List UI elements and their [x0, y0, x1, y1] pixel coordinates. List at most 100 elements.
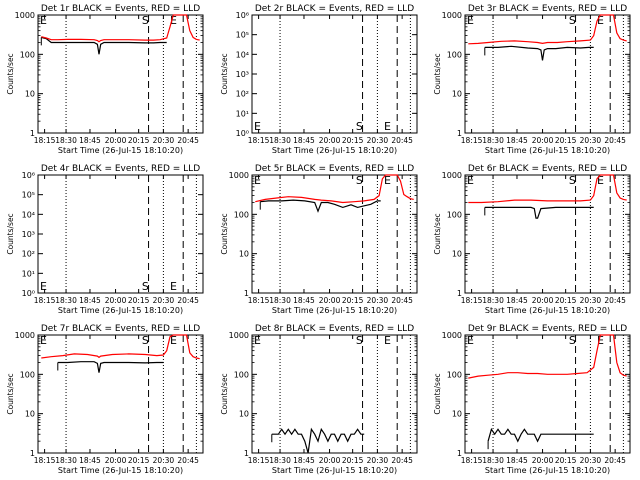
x-axis-label: Start Time (26-Jul-15 18:10:20) [58, 466, 183, 475]
events-series-line [57, 361, 164, 373]
x-tick-label: 20:30 [580, 136, 602, 145]
y-axis-label: Counts/sec [6, 213, 15, 254]
lld-series-line [41, 334, 200, 360]
y-tick-label: 100 [447, 50, 462, 59]
y-tick-label: 10⁴ [236, 50, 249, 59]
axes-frame [464, 334, 631, 454]
left-edge-marker-label: E [254, 120, 261, 133]
y-tick-label: 1000 [442, 331, 462, 340]
x-tick-label: 20:00 [105, 296, 127, 305]
x-tick-label: 18:45 [79, 456, 101, 465]
x-tick-label: 20:00 [532, 456, 554, 465]
x-tick-label: 18:45 [293, 456, 315, 465]
end-marker-label: E [597, 14, 604, 27]
x-tick-label: 18:30 [482, 136, 504, 145]
left-edge-marker-label: E [467, 14, 474, 27]
y-tick-label: 10 [25, 410, 35, 419]
y-axis-label: Counts/sec [6, 53, 15, 94]
x-tick-label: 20:15 [555, 136, 577, 145]
left-edge-marker-label: E [40, 334, 47, 347]
end-marker-label: E [384, 334, 391, 347]
detector-panel-6: Det 6r BLACK = Events, RED = LLD 1000 100 1… [433, 164, 631, 315]
x-tick-label: 20:15 [128, 456, 150, 465]
events-series-line [487, 427, 594, 443]
panel-title: Det 3r BLACK = Events, RED = LLD [468, 4, 627, 14]
left-edge-marker-label: E [254, 334, 261, 347]
y-tick-label: 10⁶ [236, 11, 249, 20]
x-tick-label: 18:45 [79, 296, 101, 305]
events-series-line [41, 36, 167, 55]
x-tick-label: 20:30 [153, 456, 175, 465]
left-edge-marker-label: E [467, 334, 474, 347]
detector-panel-2: Det 2r BLACK = Events, RED = LLD 10⁶ 10⁵ 10… [220, 4, 418, 155]
panel-title: Det 8r BLACK = Events, RED = LLD [255, 324, 414, 334]
y-tick-label: 10³ [236, 70, 249, 79]
detector-panel-3: Det 3r BLACK = Events, RED = LLD 1000 100 1… [433, 4, 631, 155]
x-tick-label: 20:00 [105, 136, 127, 145]
lld-series-line [468, 14, 627, 45]
end-marker-label: E [597, 174, 604, 187]
axes-frame [464, 14, 631, 134]
start-marker-label: S [569, 14, 576, 27]
y-tick-label: 100 [447, 370, 462, 379]
x-tick-label: 20:30 [153, 136, 175, 145]
y-tick-label: 10 [239, 410, 249, 419]
y-tick-label: 100 [20, 50, 35, 59]
panel-title: Det 2r BLACK = Events, RED = LLD [255, 4, 414, 14]
y-axis-label: Counts/sec [433, 213, 442, 254]
x-tick-label: 20:00 [319, 136, 341, 145]
start-marker-label: S [142, 280, 149, 293]
y-tick-label: 10¹ [236, 109, 249, 118]
x-tick-label: 20:45 [604, 456, 626, 465]
y-tick-label: 1 [457, 129, 462, 138]
x-tick-label: 20:00 [105, 456, 127, 465]
x-tick-label: 20:45 [391, 296, 413, 305]
y-tick-label: 10² [236, 90, 249, 99]
x-axis-label: Start Time (26-Jul-15 18:10:20) [272, 306, 397, 315]
x-tick-label: 20:30 [367, 456, 389, 465]
start-marker-label: S [356, 174, 363, 187]
end-marker-label: E [170, 280, 177, 293]
x-tick-label: 18:30 [269, 296, 291, 305]
x-tick-label: 20:15 [555, 296, 577, 305]
y-axis-label: Counts/sec [6, 373, 15, 414]
events-series-line [484, 206, 594, 219]
y-tick-label: 1 [30, 129, 35, 138]
x-tick-label: 20:15 [342, 136, 364, 145]
y-tick-label: 10⁰ [22, 289, 35, 298]
left-edge-marker-label: E [40, 280, 47, 293]
start-marker-label: S [142, 14, 149, 27]
x-tick-label: 18:15 [461, 136, 483, 145]
panel-title: Det 7r BLACK = Events, RED = LLD [41, 324, 200, 334]
axes-frame [37, 14, 204, 134]
x-tick-label: 18:15 [34, 136, 56, 145]
x-tick-label: 20:45 [177, 136, 199, 145]
x-axis-label: Start Time (26-Jul-15 18:10:20) [485, 146, 610, 155]
x-tick-label: 18:15 [34, 456, 56, 465]
x-tick-label: 18:15 [248, 296, 270, 305]
x-axis-label: Start Time (26-Jul-15 18:10:20) [58, 146, 183, 155]
x-tick-label: 18:45 [506, 136, 528, 145]
x-tick-label: 20:30 [153, 296, 175, 305]
x-tick-label: 18:15 [34, 296, 56, 305]
x-tick-label: 20:00 [319, 296, 341, 305]
x-tick-label: 20:00 [532, 296, 554, 305]
x-tick-label: 18:30 [55, 296, 77, 305]
y-axis-label: Counts/sec [433, 53, 442, 94]
start-marker-label: S [356, 120, 363, 133]
start-marker-label: S [356, 334, 363, 347]
x-tick-label: 18:30 [55, 456, 77, 465]
x-tick-label: 20:45 [604, 296, 626, 305]
end-marker-label: E [384, 174, 391, 187]
x-tick-label: 18:15 [461, 296, 483, 305]
detector-panel-4: Det 4r BLACK = Events, RED = LLD 10⁶ 10⁵ 10… [6, 164, 204, 315]
x-tick-label: 20:45 [391, 456, 413, 465]
y-tick-label: 1000 [442, 11, 462, 20]
end-marker-label: E [597, 334, 604, 347]
x-axis-label: Start Time (26-Jul-15 18:10:20) [485, 306, 610, 315]
y-tick-label: 10⁶ [22, 171, 35, 180]
y-tick-label: 10 [452, 90, 462, 99]
detector-panel-7: Det 7r BLACK = Events, RED = LLD 1000 100 1… [6, 324, 204, 475]
events-series-line [260, 199, 381, 213]
